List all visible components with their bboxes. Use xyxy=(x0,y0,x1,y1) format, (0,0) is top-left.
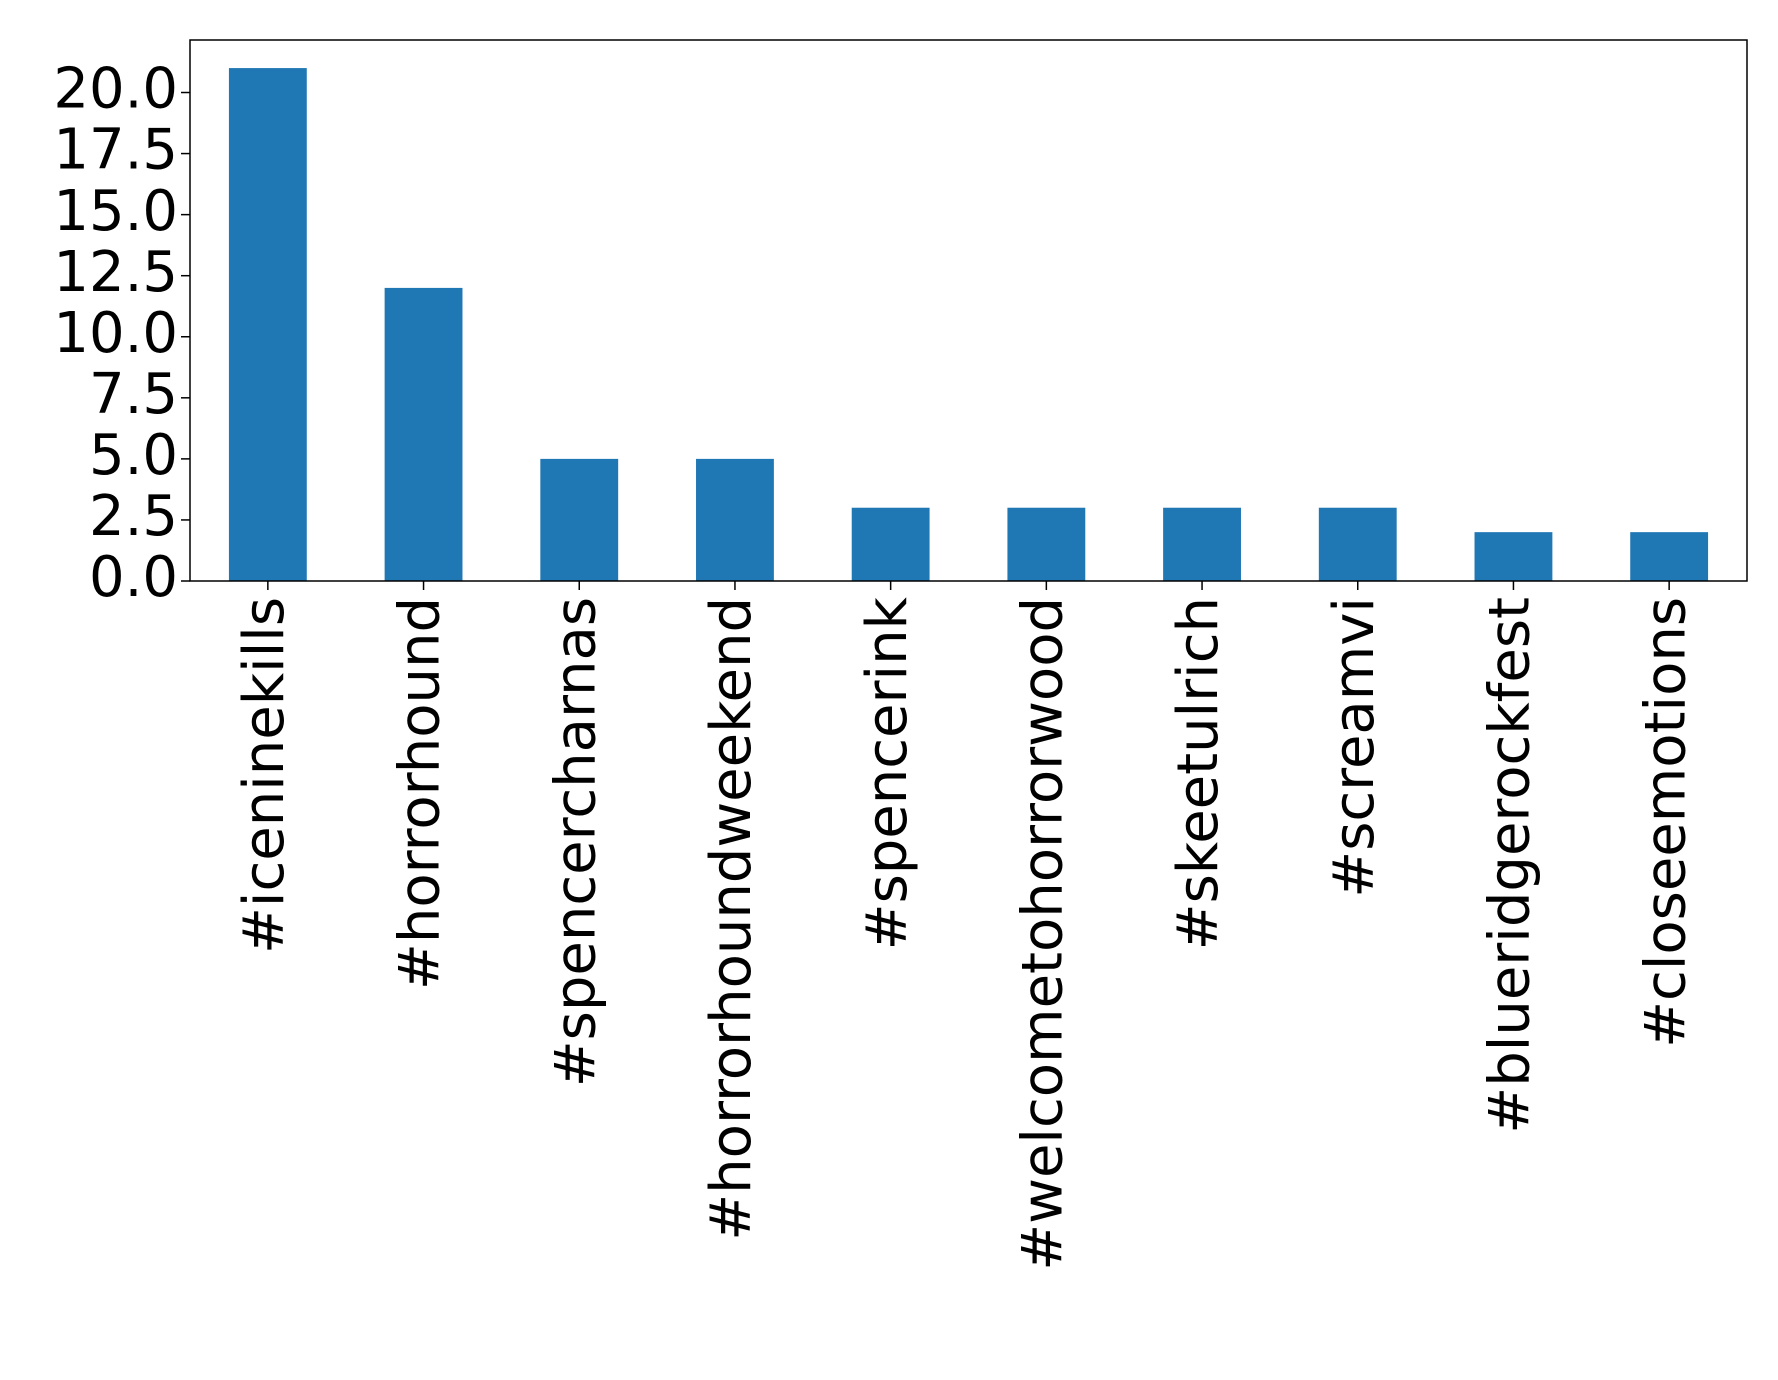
bar xyxy=(1474,532,1553,581)
bar xyxy=(1163,507,1241,581)
y-tick-label: 17.5 xyxy=(53,118,178,183)
x-tick-label: #iceninekills xyxy=(232,597,297,954)
plot-frame xyxy=(189,39,1748,582)
bar xyxy=(1630,532,1709,581)
x-tick-label: #welcometohorrorwood xyxy=(1010,597,1075,1271)
y-tick-label: 0.0 xyxy=(89,545,178,610)
y-tick-label: 10.0 xyxy=(53,301,178,366)
x-tick-label: #horrorhound xyxy=(388,597,453,990)
x-tick-label: #blueridgerockfest xyxy=(1478,597,1543,1134)
x-tick-label: #spencercharnas xyxy=(543,597,608,1087)
bar xyxy=(540,458,619,581)
x-tick-label: #screamvi xyxy=(1322,597,1387,898)
bar xyxy=(1007,507,1086,581)
y-tick-label: 15.0 xyxy=(53,179,178,244)
x-tick-label: #skeetulrich xyxy=(1166,597,1231,950)
y-tick-label: 7.5 xyxy=(89,362,178,427)
bar xyxy=(228,68,307,582)
bar xyxy=(851,507,930,581)
y-tick-label: 12.5 xyxy=(53,240,178,305)
x-tick-label: #closeemotions xyxy=(1633,597,1698,1048)
y-tick-label: 20.0 xyxy=(53,57,178,122)
bar xyxy=(1318,507,1397,581)
x-tick-label: #horrorhoundweekend xyxy=(699,597,764,1241)
y-tick-label: 2.5 xyxy=(89,484,178,549)
y-tick-label: 5.0 xyxy=(89,423,178,488)
bar xyxy=(384,287,463,581)
bar xyxy=(696,458,774,581)
x-tick-label: #spencerink xyxy=(855,596,920,950)
